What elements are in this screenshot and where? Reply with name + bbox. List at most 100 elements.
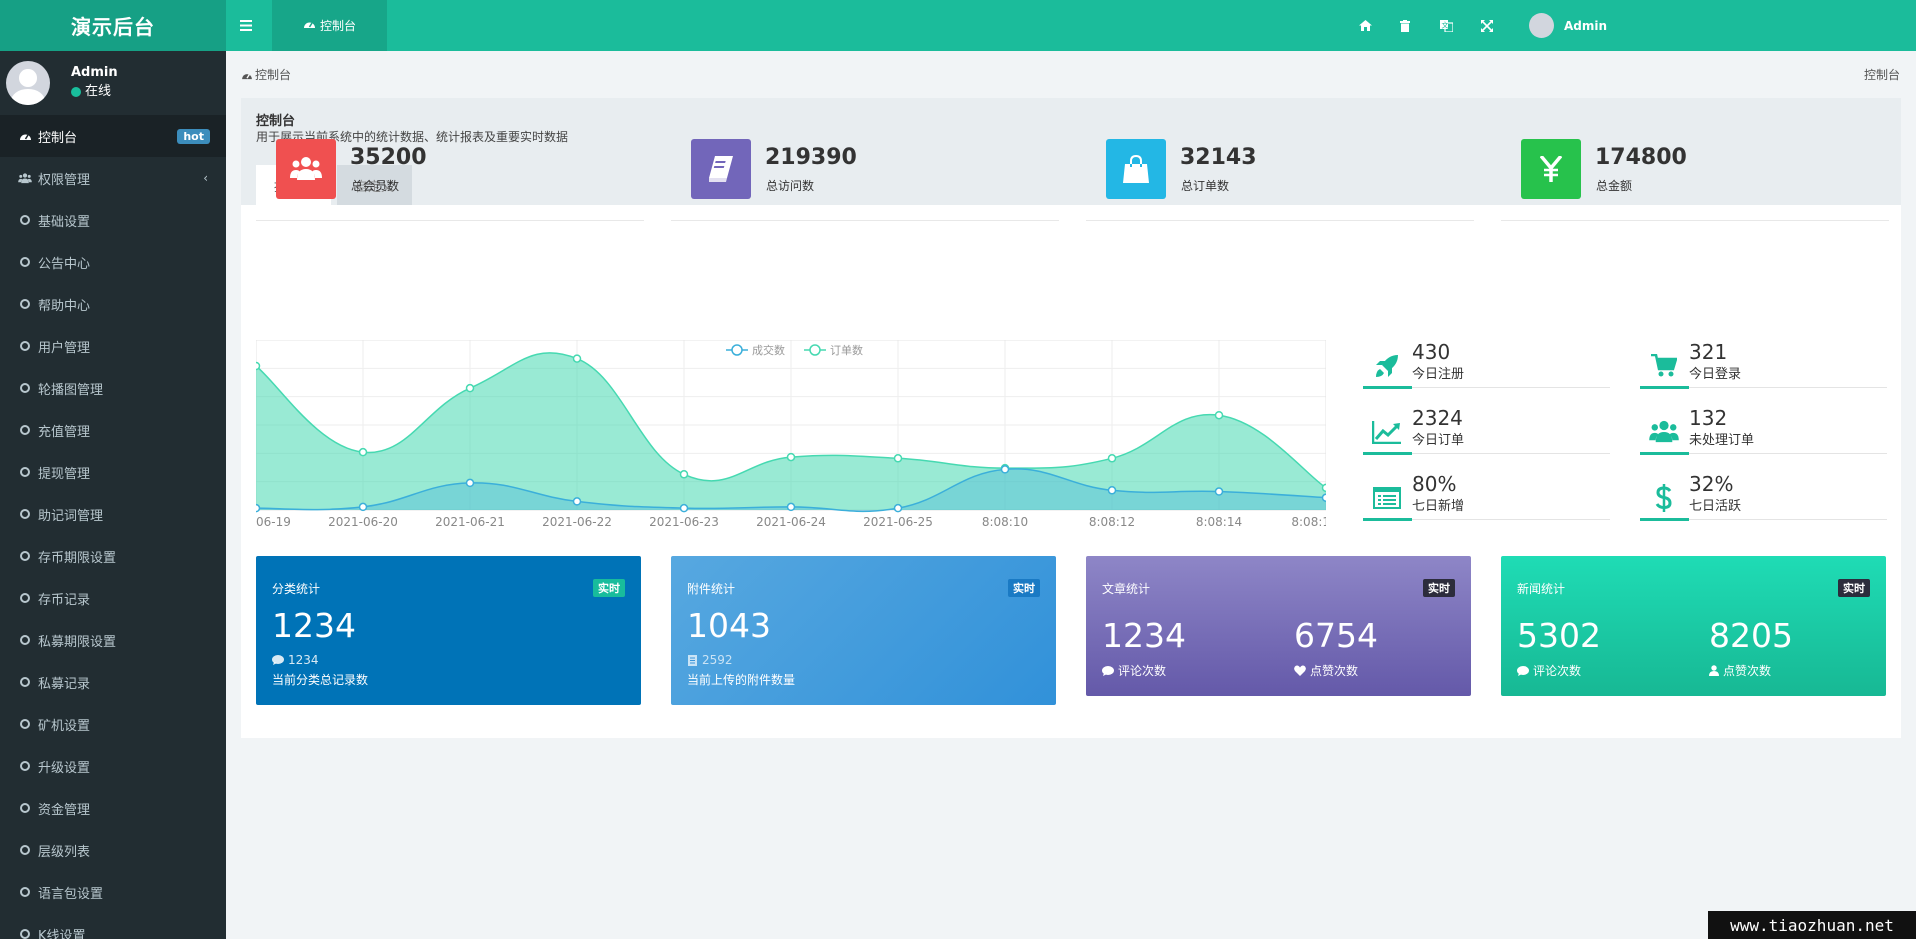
mini-stat-value: 80% — [1412, 472, 1457, 496]
data-point — [1321, 493, 1331, 502]
data-point — [1107, 486, 1117, 495]
sidebar-item-label: 轮播图管理 — [38, 382, 104, 398]
avatar — [1529, 13, 1554, 38]
trash-icon[interactable] — [1400, 0, 1410, 51]
data-point — [1214, 410, 1224, 420]
user-icon — [1709, 665, 1719, 676]
card-sub-text: 评论次数 — [1533, 664, 1582, 678]
card-big-value: 1234 — [272, 606, 356, 645]
sidebar-item-label: 助记词管理 — [38, 508, 104, 524]
line-chart-icon — [1371, 418, 1403, 446]
card-sub-text: 点赞次数 — [1723, 664, 1772, 678]
card-big-value: 1234 — [1102, 616, 1186, 655]
fullscreen-icon[interactable] — [1481, 0, 1493, 51]
data-point — [465, 478, 475, 488]
sidebar-item[interactable]: 帮助中心 — [0, 283, 226, 325]
translate-icon[interactable]: 文 — [1440, 0, 1453, 51]
sidebar-item[interactable]: 语言包设置 — [0, 871, 226, 913]
menu-toggle-icon[interactable] — [226, 0, 266, 51]
home-icon[interactable] — [1359, 0, 1372, 51]
sidebar-item-label: 私募记录 — [38, 676, 91, 692]
data-point — [572, 354, 582, 363]
top-navbar: 控制台 文 Admin — [226, 0, 1916, 51]
realtime-badge: 实时 — [1008, 579, 1040, 597]
sidebar-item-label: 矿机设置 — [38, 718, 91, 734]
sidebar-item[interactable]: 私募记录 — [0, 661, 226, 703]
page-title: 控制台 — [256, 114, 296, 129]
online-dot-icon — [71, 87, 81, 97]
sidebar-item[interactable]: 层级列表 — [0, 829, 226, 871]
realtime-badge: 实时 — [1838, 579, 1870, 597]
sidebar-item[interactable]: 存币期限设置 — [0, 535, 226, 577]
sidebar-item[interactable]: 控制台 hot — [0, 115, 226, 157]
user-status-text: 在线 — [85, 84, 112, 99]
card-sub-label: 点赞次数 — [1294, 662, 1358, 679]
article-stats-card: 文章统计 实时 1234 评论次数 6754 点赞次数 — [1086, 556, 1471, 696]
series-line-1 — [255, 352, 1327, 489]
sidebar-item-label: 用户管理 — [38, 340, 91, 356]
cart-icon — [1648, 352, 1680, 380]
data-point — [1214, 487, 1224, 496]
x-tick-label: 8:08:10 — [982, 515, 1028, 529]
card-sub-text: 点赞次数 — [1310, 664, 1359, 678]
sidebar-item[interactable]: 助记词管理 — [0, 493, 226, 535]
data-point — [358, 502, 368, 512]
stat-value: 35200 — [350, 145, 427, 170]
stat-card-visits: 219390 总访问数 — [671, 139, 1059, 221]
hot-badge: hot — [177, 128, 210, 144]
app-logo[interactable]: 演示后台 — [0, 0, 226, 51]
mini-stat-orders: 2324 今日订单 — [1363, 406, 1610, 462]
user-menu[interactable]: Admin — [1529, 0, 1607, 51]
card-sub-value: 2592 — [687, 653, 733, 667]
sidebar-item[interactable]: 私募期限设置 — [0, 619, 226, 661]
mini-stat-label: 今日注册 — [1412, 367, 1465, 382]
sidebar-item[interactable]: 权限管理 ‹ — [0, 157, 226, 199]
stat-value: 174800 — [1595, 145, 1687, 170]
circle-icon — [20, 341, 30, 351]
data-point — [358, 447, 368, 457]
sales-chart: 06-19 2021-06-20 2021-06-21 2021-06-22 2021-… — [251, 339, 1331, 530]
card-title: 分类统计 — [272, 582, 321, 596]
series-area-0 — [256, 468, 1326, 512]
breadcrumb-title: 控制台 — [255, 68, 292, 82]
sidebar-item[interactable]: 用户管理 — [0, 325, 226, 367]
data-point — [1000, 465, 1010, 474]
data-point — [786, 452, 796, 462]
mini-stat-weekly-new: 80% 七日新增 — [1363, 472, 1610, 528]
sidebar-item[interactable]: 公告中心 — [0, 241, 226, 283]
sidebar-item[interactable]: 充值管理 — [0, 409, 226, 451]
tab-dashboard[interactable]: 控制台 — [272, 0, 387, 51]
sidebar-item[interactable]: 基础设置 — [0, 199, 226, 241]
x-tick-label: 2021-06-24 — [756, 515, 826, 529]
avatar — [6, 61, 50, 105]
sidebar-item[interactable]: 轮播图管理 — [0, 367, 226, 409]
data-point — [679, 470, 689, 479]
sidebar-item[interactable]: K线设置 — [0, 913, 226, 939]
mini-stat-progress — [1363, 518, 1413, 521]
legend-marker — [731, 344, 743, 356]
attachment-stats-card: 附件统计 实时 1043 2592 当前上传的附件数量 — [671, 556, 1056, 705]
card-sub-label: 当前分类总记录数 — [272, 673, 369, 687]
mini-stat-weekly-active: 32% 七日活跃 — [1640, 472, 1887, 528]
card-sub-label: 点赞次数 — [1709, 662, 1771, 679]
circle-icon — [20, 425, 30, 435]
navbar-user-name: Admin — [1564, 18, 1608, 33]
sidebar-item[interactable]: 升级设置 — [0, 745, 226, 787]
news-stats-card: 新闻统计 实时 5302 评论次数 8205 点赞次数 — [1501, 556, 1886, 696]
sidebar-item[interactable]: 资金管理 — [0, 787, 226, 829]
card-title: 附件统计 — [687, 582, 736, 596]
sidebar-item[interactable]: 矿机设置 — [0, 703, 226, 745]
sidebar-item[interactable]: 存币记录 — [0, 577, 226, 619]
dollar-icon — [1648, 484, 1680, 512]
circle-icon — [20, 593, 30, 603]
dashboard-icon — [303, 19, 316, 32]
tab-custom[interactable]: 自定义 — [337, 165, 413, 205]
data-point — [786, 502, 796, 512]
circle-icon — [20, 761, 30, 771]
breadcrumb-current: 控制台 — [1863, 68, 1900, 82]
mini-stat-value: 321 — [1689, 340, 1728, 364]
data-point — [572, 497, 582, 506]
comment-icon — [1517, 665, 1529, 676]
breadcrumb: 控制台 — [241, 66, 291, 83]
sidebar-item[interactable]: 提现管理 — [0, 451, 226, 493]
